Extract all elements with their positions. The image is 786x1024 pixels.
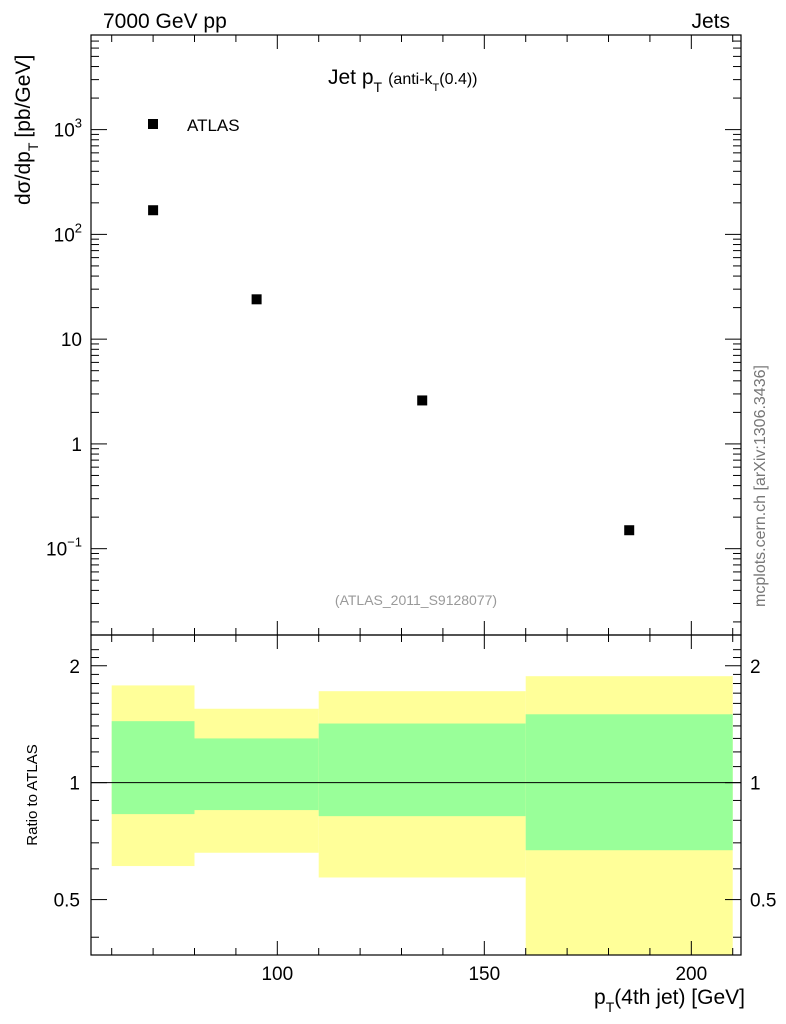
x-tick-label: 200: [675, 964, 707, 985]
data-point: [251, 294, 262, 305]
ratio-plot-frame: [90, 634, 742, 956]
main-y-label-b: [pb/GeV]: [12, 55, 35, 138]
header-right: Jets: [691, 10, 730, 33]
data-point: [417, 395, 428, 406]
ratio-y-tick-label-left: 1: [69, 774, 80, 795]
plot-title-algo-pre: (anti-k: [388, 71, 433, 88]
ratio-y-tick-label-left: 0.5: [54, 891, 80, 912]
ratio-y-tick-label-right: 2: [750, 657, 761, 678]
plot-title-algo-sub: T: [433, 82, 440, 94]
x-tick-label: 100: [261, 964, 293, 985]
ratio-band-inner-0: [111, 721, 195, 815]
x-label-rest: (4th jet) [GeV]: [614, 986, 745, 1009]
main-y-tick-label-exp: −1: [67, 535, 82, 550]
main-y-tick-label: 102: [54, 220, 82, 246]
legend-marker: [148, 119, 158, 129]
header-left: 7000 GeV pp: [103, 10, 227, 33]
ratio-y-tick-label-right: 1: [750, 774, 761, 795]
ratio-y-tick-label-right: 0.5: [750, 891, 776, 912]
plot-title: Jet pT (anti-kT(0.4)): [328, 66, 478, 95]
data-point: [148, 205, 159, 216]
main-y-tick-label-exp: 2: [75, 220, 82, 235]
main-y-tick-label-exp: 3: [75, 116, 82, 131]
main-y-tick-label: 1: [71, 435, 82, 456]
plot-title-algo-post: (0.4)): [439, 71, 477, 88]
ratio-y-tick-label-left: 2: [69, 657, 80, 678]
x-label-sub: T: [606, 999, 615, 1015]
x-label-p: p: [594, 986, 606, 1009]
x-axis-label: pT(4th jet) [GeV]: [594, 986, 745, 1015]
main-y-tick-label: 103: [54, 116, 82, 142]
legend-label: ATLAS: [187, 116, 240, 135]
plot-title-main-sub: T: [374, 79, 383, 95]
side-label: mcplots.cern.ch [arXiv:1306.3436]: [752, 365, 769, 607]
plot-title-main: Jet p: [328, 66, 374, 89]
main-y-tick-label-base: 10: [54, 225, 75, 246]
data-point: [624, 525, 635, 536]
main-y-tick-label: 10: [61, 330, 82, 351]
main-y-tick-label-base: 10: [54, 121, 75, 142]
main-y-label-a: dσ/dp: [12, 151, 35, 205]
ratio-y-axis-label: Ratio to ATLAS: [24, 744, 41, 845]
main-y-tick-label: 10−1: [46, 535, 82, 561]
main-y-tick-label-base: 10: [46, 540, 67, 561]
main-y-label-sub: T: [25, 142, 41, 151]
x-tick-label: 150: [468, 964, 500, 985]
ratio-band-inner-1: [194, 738, 319, 811]
analysis-label: (ATLAS_2011_S9128077): [335, 592, 497, 608]
ratio-band-inner-2: [318, 723, 526, 817]
ratio-panel: 100 150 200 0.5 0.5 1 1 2 2: [54, 634, 776, 985]
svg-text:dσ/dpT[pb/GeV]: dσ/dpT [pb/GeV]: [12, 55, 41, 205]
main-y-axis-label: dσ/dpT [pb/GeV]: [12, 55, 41, 205]
